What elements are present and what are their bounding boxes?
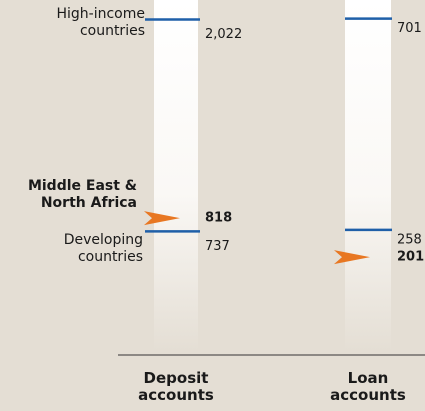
arrow-marker [144,211,180,226]
series-label: Middle East & North Africa [27,178,137,211]
column [154,0,198,352]
value-label: 201 [397,250,424,265]
series-label: High-income countries [56,6,145,39]
category-label: Deposit accounts [138,369,214,404]
category-label: Loan accounts [330,369,406,404]
value-label: 258 [397,232,422,247]
value-label: 818 [205,211,232,226]
column [345,0,391,352]
series-label: Developing countries [63,232,143,265]
value-label: 701 [397,21,422,36]
arrow-marker [334,250,370,265]
value-label: 737 [205,239,230,254]
value-label: 2,022 [205,27,242,42]
